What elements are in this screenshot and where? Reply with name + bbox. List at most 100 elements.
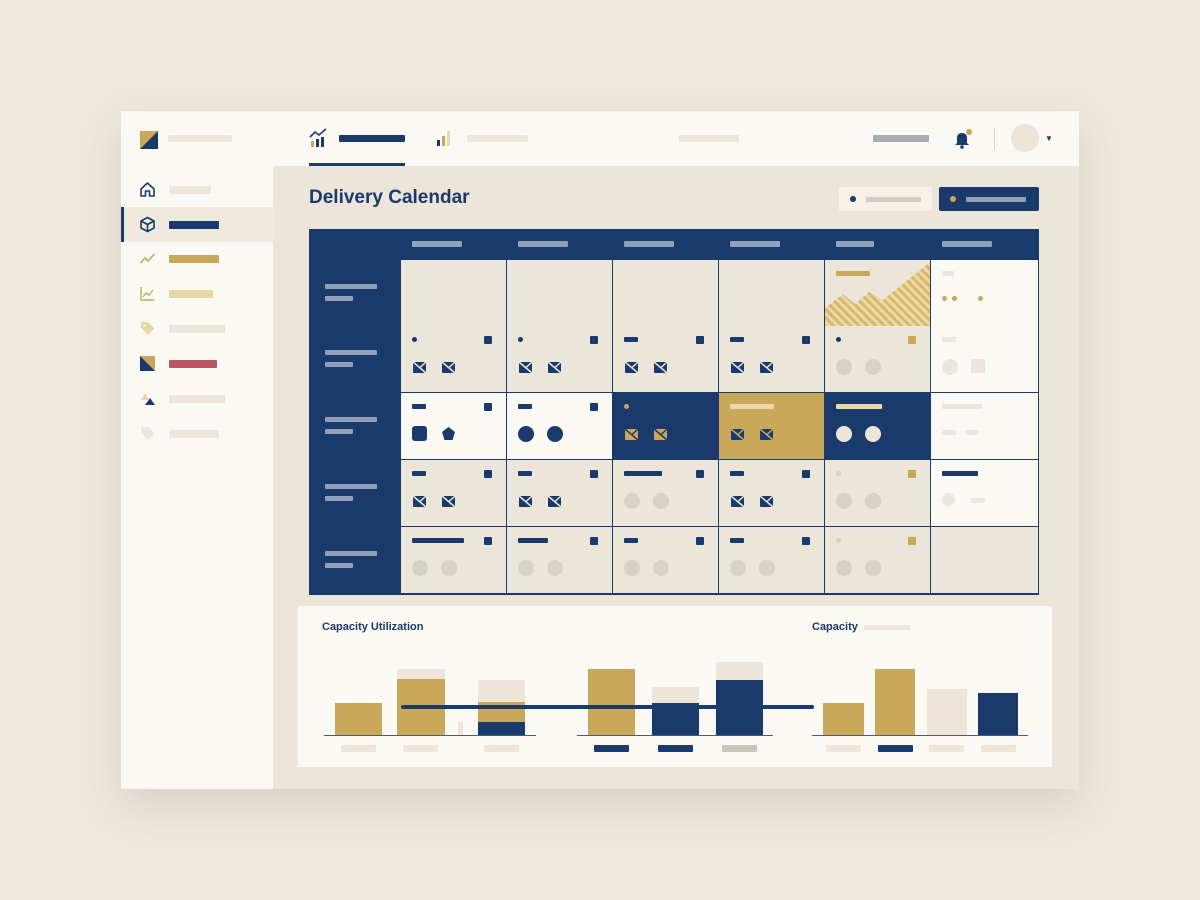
calendar-cell[interactable] (719, 326, 824, 392)
gold-dot (942, 296, 947, 301)
row-header (309, 326, 400, 392)
chart-bar (335, 703, 382, 735)
calendar-cell[interactable] (931, 260, 1038, 326)
sidebar-item-labels[interactable] (121, 416, 273, 451)
package-icon (547, 495, 562, 508)
calendar-cell[interactable] (401, 460, 506, 526)
event-label (624, 471, 662, 476)
event-label (412, 538, 464, 543)
tab-overview[interactable] (309, 111, 405, 166)
calendar-cell[interactable] (613, 393, 718, 459)
capacity-utilization-title: Capacity Utilization (322, 621, 424, 633)
calendar-cell[interactable] (825, 393, 930, 459)
calendar-cell[interactable] (825, 260, 930, 326)
placeholder-circle (653, 560, 669, 576)
row-header-label (325, 284, 377, 289)
sidebar-item-analytics[interactable] (121, 276, 273, 311)
circle-icon (518, 426, 534, 442)
event-dot (624, 404, 629, 409)
event-label (624, 337, 638, 342)
app-name (168, 135, 232, 142)
calendar-cell[interactable] (507, 393, 612, 459)
package-icon (518, 361, 533, 374)
calendar-cell[interactable] (401, 527, 506, 593)
calendar-cell[interactable] (931, 460, 1038, 526)
sidebar-item-label (169, 221, 219, 229)
calendar-cell[interactable] (507, 326, 612, 392)
sidebar-item-home[interactable] (121, 172, 273, 207)
row-header-sublabel (325, 496, 353, 501)
calendar-cell[interactable] (719, 393, 824, 459)
bell-icon[interactable] (952, 128, 974, 150)
calendar-cell[interactable] (401, 393, 506, 459)
calendar-cell[interactable] (507, 260, 612, 326)
placeholder-circle (865, 493, 881, 509)
chart-bar (875, 669, 915, 735)
placeholder-circle (518, 560, 534, 576)
calendar-cell[interactable] (401, 260, 506, 326)
status-marker (908, 336, 916, 344)
sidebar-item-label (169, 290, 213, 298)
tab-more[interactable] (679, 111, 739, 166)
column-header-label (730, 241, 780, 247)
placeholder-circle (942, 493, 955, 506)
sidebar-item-trends[interactable] (121, 241, 273, 276)
placeholder-circle (865, 359, 881, 375)
package-icon (759, 428, 774, 441)
calendar-cell[interactable] (401, 326, 506, 392)
calendar-cell[interactable] (931, 393, 1038, 459)
calendar-cell[interactable] (719, 260, 824, 326)
chevron-down-icon[interactable]: ▼ (1045, 134, 1053, 143)
status-marker (590, 403, 598, 411)
calendar-cell[interactable] (613, 260, 718, 326)
calendar-cell[interactable] (613, 527, 718, 593)
chart-bar-remainder (397, 669, 445, 679)
column-header (931, 229, 1038, 259)
package-icon (441, 495, 456, 508)
sidebar-item-tags[interactable] (121, 311, 273, 346)
calendar-cell[interactable] (719, 460, 824, 526)
calendar-cell[interactable] (931, 527, 1038, 593)
status-marker (590, 537, 598, 545)
event-sublabel (942, 430, 956, 435)
sidebar-item-deliveries[interactable] (121, 207, 273, 242)
calendar-cell[interactable] (613, 460, 718, 526)
event-label (518, 404, 532, 409)
avatar[interactable] (1011, 124, 1039, 152)
event-dot (518, 337, 523, 342)
placeholder-square (971, 359, 985, 373)
event-label (518, 538, 548, 543)
placeholder-circle (547, 560, 563, 576)
event-label (412, 404, 426, 409)
status-marker (696, 537, 704, 545)
secondary-button[interactable] (839, 187, 932, 211)
calendar-cell[interactable] (931, 326, 1038, 392)
calendar-cell[interactable] (719, 527, 824, 593)
tab-reports[interactable] (436, 111, 528, 166)
event-label (412, 471, 426, 476)
calendar-cell[interactable] (613, 326, 718, 392)
capacity-panel: Capacity Utilization Capacity (298, 606, 1052, 767)
gold-dot (952, 296, 957, 301)
calendar-cell[interactable] (507, 460, 612, 526)
package-icon (653, 361, 668, 374)
sidebar-item-shapes[interactable] (121, 381, 273, 416)
placeholder-circle (624, 560, 640, 576)
chart-bar-remainder (652, 687, 699, 703)
sidebar-item-alerts[interactable] (121, 346, 273, 381)
capacity-subtitle (864, 625, 910, 630)
event-label (730, 471, 744, 476)
calendar-cell[interactable] (507, 527, 612, 593)
event-label (836, 271, 870, 276)
horizontal-scrollbar[interactable] (401, 705, 814, 709)
calendar-cell[interactable] (825, 460, 930, 526)
tab-label (467, 135, 528, 142)
calendar-cell[interactable] (825, 326, 930, 392)
calendar-cell[interactable] (825, 527, 930, 593)
column-header-label (412, 241, 462, 247)
bar-chart-icon (437, 131, 450, 146)
primary-button[interactable] (939, 187, 1039, 211)
status-marker (908, 537, 916, 545)
chart-bar-remainder (716, 662, 763, 680)
divider (994, 128, 995, 150)
